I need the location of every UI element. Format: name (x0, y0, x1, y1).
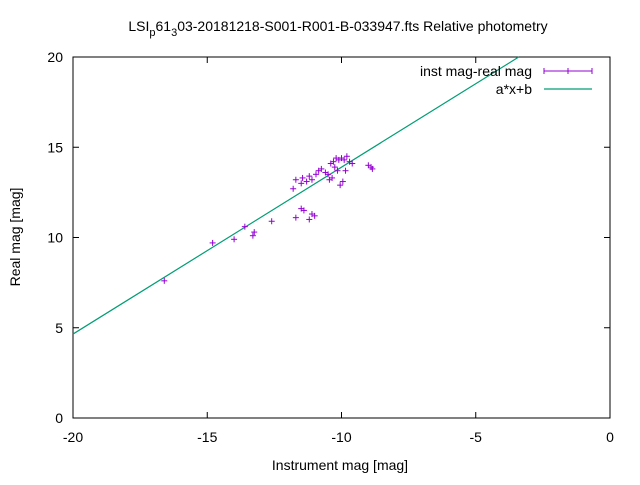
data-point (303, 178, 310, 185)
data-point (369, 165, 376, 172)
title-suffix: 03-20181218-S001-R001-B-033947.fts Relat… (177, 18, 547, 34)
x-tick-label: -20 (63, 429, 83, 445)
x-tick-label: 0 (606, 429, 614, 445)
data-point (292, 176, 299, 183)
data-point (337, 182, 344, 189)
x-tick-label: -5 (470, 429, 483, 445)
series-layer (72, 56, 520, 335)
data-point (339, 178, 346, 185)
fit-line (72, 56, 520, 335)
y-tick-label: 10 (47, 230, 63, 246)
title-subscript-2: 3 (171, 27, 177, 39)
data-point (330, 158, 337, 165)
legend: inst mag-real mag a*x+b (420, 63, 593, 97)
data-point (334, 167, 341, 174)
data-point (300, 207, 307, 214)
y-tick-label: 0 (55, 410, 63, 426)
data-point (311, 212, 318, 219)
data-point (331, 164, 338, 171)
x-axis: -20 -15 -10 -5 0 (63, 57, 614, 445)
data-point (241, 223, 248, 230)
data-point (251, 229, 258, 236)
data-point (349, 160, 356, 167)
data-point (306, 216, 313, 223)
data-point (341, 156, 348, 163)
data-point (209, 239, 216, 246)
x-tick-label: -10 (331, 429, 351, 445)
y-axis-label: Real mag [mag] (7, 188, 23, 287)
y-axis: 0 5 10 15 20 (47, 49, 610, 426)
y-tick-label: 20 (47, 49, 63, 65)
legend-errorbar-marker (543, 68, 593, 74)
data-point (329, 174, 336, 181)
y-tick-label: 5 (55, 320, 63, 336)
title-prefix: LSI (128, 18, 149, 34)
title-middle: 61 (155, 18, 171, 34)
data-point (318, 165, 325, 172)
x-tick-label: -15 (197, 429, 217, 445)
data-point (306, 173, 313, 180)
data-point (343, 153, 350, 160)
legend-label-points: inst mag-real mag (420, 63, 532, 79)
data-point (231, 236, 238, 243)
data-point (249, 232, 256, 239)
data-point (299, 174, 306, 181)
data-point (342, 167, 349, 174)
data-point (290, 185, 297, 192)
data-point (312, 171, 319, 178)
data-point (325, 171, 332, 178)
x-axis-label: Instrument mag [mag] (272, 457, 408, 473)
y-tick-label: 15 (47, 139, 63, 155)
plot-frame (72, 56, 611, 419)
data-point (308, 176, 315, 183)
legend-label-fit: a*x+b (496, 81, 532, 97)
data-point (298, 180, 305, 187)
data-point (161, 277, 168, 284)
data-point (268, 218, 275, 225)
data-point (292, 214, 299, 221)
title-subscript-1: p (149, 27, 155, 39)
chart-title: LSIp61303-20181218-S001-R001-B-033947.ft… (128, 18, 547, 39)
